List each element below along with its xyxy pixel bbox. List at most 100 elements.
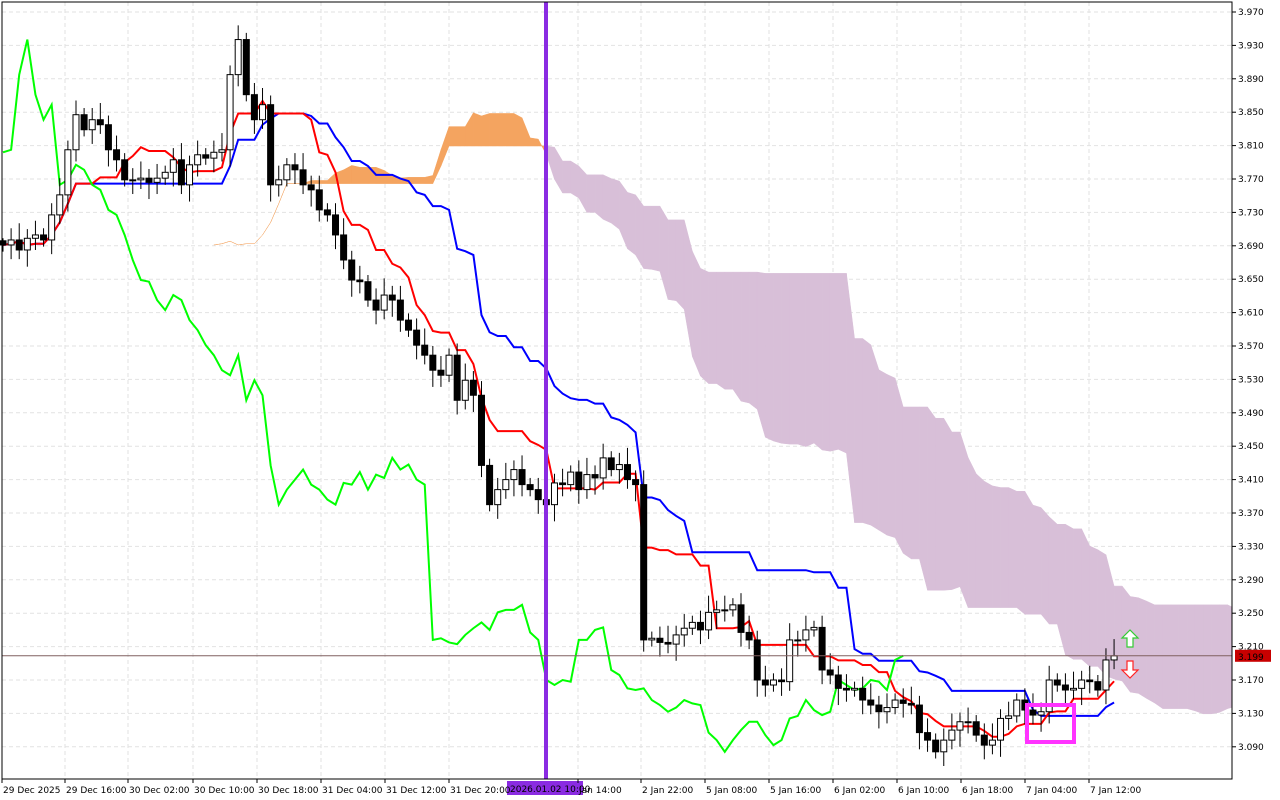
cloud-segment [221,240,231,244]
cloud-segment [1211,604,1220,715]
candle-body [145,177,153,183]
price-tick-label: 3.690 [1238,242,1264,252]
candle-body [169,159,177,173]
candle-body [210,151,218,159]
cloud-segment [716,271,726,390]
cloud-segment [927,406,936,591]
price-tick-label: 3.610 [1238,309,1264,319]
cloud-segment [1194,604,1204,715]
candle-body [924,732,932,741]
candle-body [153,177,161,183]
cloud-segment [521,117,531,147]
candle-body [656,637,664,643]
cloud-segment [602,174,612,224]
candle-body [932,739,940,753]
candle-body [348,259,356,281]
cloud-segment [319,180,328,184]
cloud-segment [619,180,628,249]
cloud-segment [505,113,515,147]
cloud-segment [992,485,1001,608]
cloud-segment [1081,528,1090,667]
cloud-segment [1040,506,1050,625]
candle-body [202,154,210,159]
candle-body [988,739,996,746]
candle-body [550,482,558,506]
cloud-segment [854,338,863,523]
cloud-segment [440,126,450,167]
candle-body [323,209,331,216]
candle-body [161,171,169,179]
cloud-segment [951,431,961,590]
candle-body [948,729,956,741]
candle-body [1029,709,1037,716]
candle-body [1005,715,1013,719]
cloud-segment [270,203,279,223]
candle-body [437,369,445,376]
candle-body [113,149,121,161]
candle-body [721,609,729,612]
candle-body [364,281,372,301]
cloud-segment [781,273,790,445]
price-axis[interactable]: 3.970 3.930 3.890 3.850 3.810 3.770 3.730 3.690… [1232,8,1264,753]
candle-body [421,344,429,356]
time-tick-label: 29 Dec 2025 [3,786,61,796]
candle-body [283,164,291,181]
cloud-segment [862,337,872,526]
price-tick-label: 3.770 [1238,175,1264,185]
cloud-segment [959,431,969,608]
cloud-segment [262,222,271,236]
candle-body [607,457,615,471]
current-price-label: 3.199 [1238,653,1264,663]
candle-body [275,179,283,186]
cloud-segment [732,271,742,402]
candle-body [907,702,915,706]
candle-body [567,471,575,486]
candle-body [940,739,948,753]
candle-body [713,609,721,613]
cloud-segment [967,457,977,608]
cloud-segment [627,192,636,256]
candle-body [761,679,769,686]
candle-body [526,484,534,491]
cloud-segment [886,373,896,538]
candle-body [502,479,510,491]
cloud-segment [1089,545,1099,667]
candle-body [518,469,526,486]
cloud-segment [789,273,799,445]
cloud-segment [1219,604,1228,713]
candle-body [623,464,631,481]
candle-body [31,234,39,239]
candle-body [486,464,494,506]
candle-body [56,194,64,216]
cloud-segment [359,167,369,184]
candle-body [194,154,202,166]
cloud-segment [1170,604,1180,709]
candle-body [867,699,875,706]
time-tick-label: 30 Dec 10:00 [194,786,255,796]
time-tick-label: 6 Jan 10:00 [898,786,950,796]
time-tick-label: 31 Dec 12:00 [386,786,447,796]
cloud-segment [838,273,847,454]
candle-body [1013,699,1021,717]
cloud-segment [562,160,571,194]
cloud-segment [594,174,604,220]
candle-body [1070,687,1078,691]
cloud-segment [805,273,815,447]
price-tick-label: 3.810 [1238,142,1264,152]
cloud-segment [310,180,320,184]
candle-body [680,627,688,636]
candle-body [1061,684,1069,691]
cloud-segment [683,219,693,357]
cloud-segment [846,273,855,523]
time-axis[interactable]: 29 Dec 2025 29 Dec 16:00 30 Dec 02:00 30 De… [1,779,1142,796]
candle-body [737,604,745,633]
cloud-segment [984,480,993,608]
candle-body [64,149,72,196]
candle-body [137,177,145,181]
candle-body [956,721,964,731]
cloud-segment [724,271,734,390]
candle-body [778,679,786,683]
cloud-segment [383,169,393,184]
